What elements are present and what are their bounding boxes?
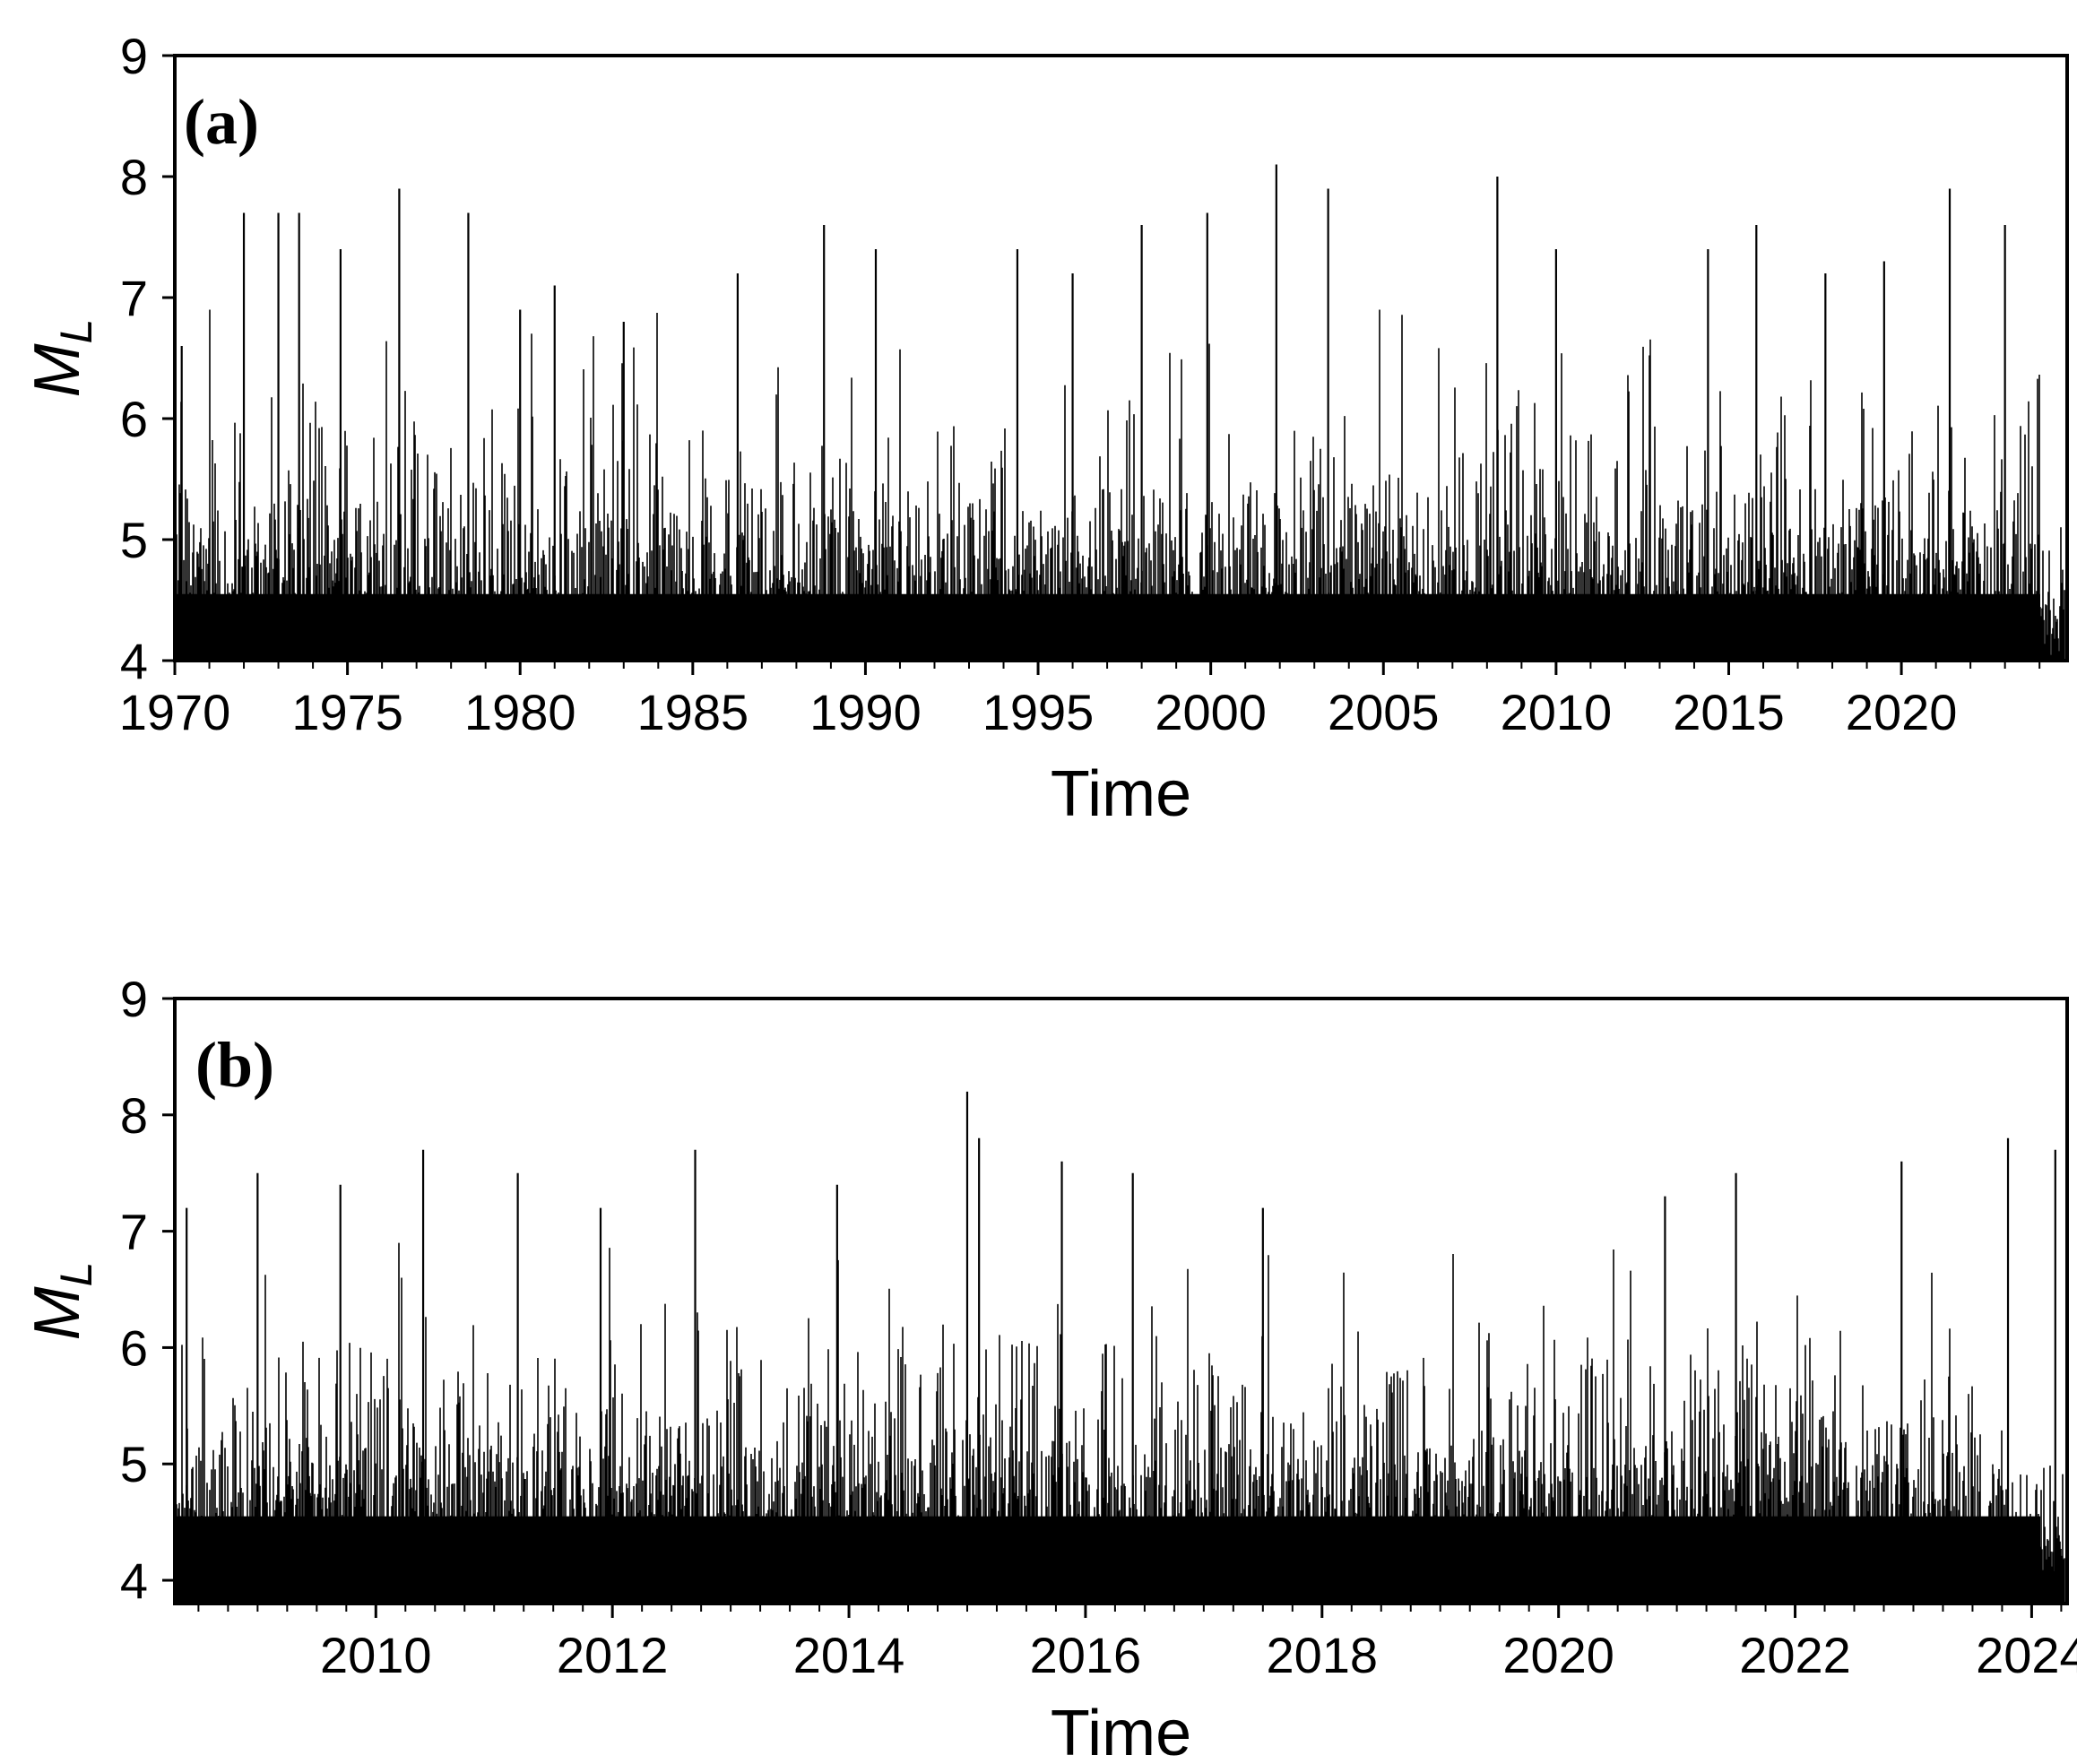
panel-a-y-tick-label: 4 (120, 633, 148, 689)
panel-a-x-tick-label: 1980 (464, 684, 576, 740)
panel-a-y-tick-label: 6 (120, 391, 148, 447)
panel-b-y-tick-label: 8 (120, 1087, 148, 1144)
panel-b-plot-frame (173, 997, 2069, 1605)
panel-a-y-tick-label: 7 (120, 270, 148, 326)
panel-b-y-axis-title-main: M (22, 1286, 93, 1340)
panel-a-y-axis-title: ML (22, 319, 101, 398)
panel-b-label: (b) (195, 1029, 274, 1101)
panel-a-x-tick-label: 1970 (119, 684, 231, 740)
panel-b-bars (175, 1091, 2065, 1604)
panel-a: 4 5 6 7 8 9 1970 1975 1980 1985 1990 1995 2000 2005 2… (22, 28, 2069, 830)
panel-b-y-tick-label: 7 (120, 1204, 148, 1260)
panel-a-y-tick-label: 8 (120, 149, 148, 205)
panel-a-x-tick-label: 1995 (982, 684, 1095, 740)
panel-b-y-axis-title: ML (22, 1262, 101, 1341)
panel-b-x-tick-label: 2022 (1739, 1627, 1851, 1683)
panel-a-x-tick-label: 2010 (1501, 684, 1613, 740)
panel-a-x-axis: 1970 1975 1980 1985 1990 1995 2000 2005 2010 2015… (119, 661, 2041, 740)
panel-a-y-tick-label: 5 (120, 512, 148, 568)
panel-a-label: (a) (184, 86, 259, 158)
panel-a-y-axis-title-main: M (22, 343, 93, 397)
panel-b-x-tick-label: 2014 (793, 1627, 905, 1683)
panel-b-x-tick-label: 2024 (1976, 1627, 2077, 1683)
panel-a-x-tick-label: 2020 (1846, 684, 1958, 740)
panel-a-x-tick-label: 2015 (1673, 684, 1785, 740)
panel-b-y-axis: 4 5 6 7 8 9 (120, 971, 175, 1609)
panel-b-y-axis-title-sub: L (51, 1262, 101, 1287)
panel-b-x-tick-label: 2012 (557, 1627, 669, 1683)
panel-a-x-tick-label: 2005 (1328, 684, 1440, 740)
panel-b-x-tick-label: 2016 (1030, 1627, 1142, 1683)
panel-b-dense-band (175, 1516, 2040, 1604)
panel-b-x-axis: 2010 2012 2014 2016 2018 2020 2022 2024 (197, 1604, 2077, 1683)
panel-b-y-tick-label: 5 (120, 1436, 148, 1492)
panel-b-y-tick-label: 9 (120, 971, 148, 1027)
panel-a-x-tick-label: 1985 (637, 684, 749, 740)
panel-a-plot-frame (173, 54, 2069, 662)
panel-b-y-tick-label: 4 (120, 1552, 148, 1609)
panel-a-x-axis-title: Time (1051, 758, 1191, 830)
panel-a-y-tick-label: 9 (120, 28, 148, 84)
panel-a-y-axis: 4 5 6 7 8 9 (120, 28, 175, 689)
panel-b-x-tick-label: 2018 (1267, 1627, 1379, 1683)
panel-b-y-tick-label: 6 (120, 1319, 148, 1376)
panel-b-x-tick-label: 2010 (320, 1627, 432, 1683)
panel-a-bars (175, 164, 2065, 661)
panel-a-y-axis-title-sub: L (51, 319, 101, 344)
panel-a-x-tick-label: 1990 (809, 684, 922, 740)
panel-a-x-tick-label: 2000 (1155, 684, 1267, 740)
panel-b-x-tick-label: 2020 (1502, 1627, 1614, 1683)
panel-a-x-tick-label: 1975 (291, 684, 403, 740)
panel-b-x-axis-title: Time (1051, 1698, 1191, 1764)
panel-a-dense-band (175, 593, 2040, 661)
